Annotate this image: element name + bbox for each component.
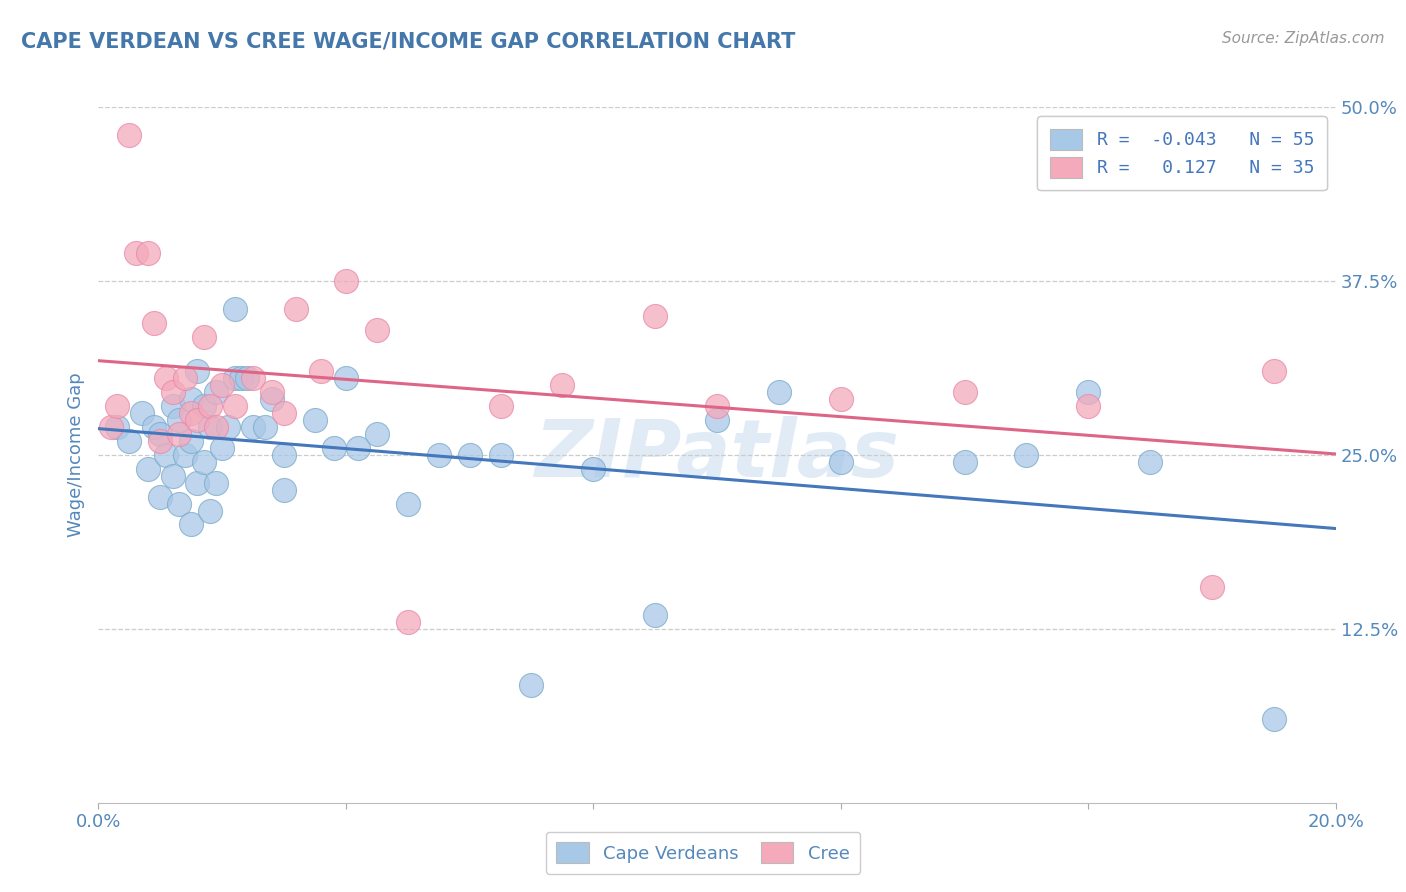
Point <box>205 420 228 434</box>
Point <box>186 364 208 378</box>
Point <box>211 378 233 392</box>
Point <box>1015 448 1038 462</box>
Point <box>489 448 512 462</box>
Point <box>105 420 128 434</box>
Point <box>229 371 252 385</box>
Text: ZIPatlas: ZIPatlas <box>534 416 900 494</box>
Point <box>211 441 233 455</box>
Point <box>1263 712 1285 726</box>
Point <box>830 392 852 407</box>
Point <box>167 497 190 511</box>
Point <box>205 385 228 400</box>
Point <box>118 128 141 142</box>
Point <box>551 378 574 392</box>
Point <box>582 462 605 476</box>
Point <box>242 371 264 385</box>
Point <box>167 413 190 427</box>
Point <box>953 385 976 400</box>
Point <box>180 434 202 448</box>
Point <box>953 455 976 469</box>
Point <box>396 615 419 629</box>
Point <box>136 462 159 476</box>
Point <box>242 420 264 434</box>
Point <box>366 323 388 337</box>
Point <box>205 475 228 490</box>
Point <box>124 246 146 260</box>
Point <box>162 399 184 413</box>
Point <box>309 364 332 378</box>
Point <box>1077 399 1099 413</box>
Point <box>304 413 326 427</box>
Point <box>335 274 357 288</box>
Point <box>427 448 450 462</box>
Point <box>335 371 357 385</box>
Point <box>162 468 184 483</box>
Point <box>489 399 512 413</box>
Point <box>322 441 344 455</box>
Point <box>1263 364 1285 378</box>
Point <box>273 448 295 462</box>
Y-axis label: Wage/Income Gap: Wage/Income Gap <box>66 373 84 537</box>
Point <box>260 392 283 407</box>
Point <box>193 329 215 343</box>
Point <box>155 371 177 385</box>
Point <box>143 316 166 330</box>
Point <box>273 406 295 420</box>
Point <box>193 455 215 469</box>
Point <box>644 309 666 323</box>
Point <box>260 385 283 400</box>
Point <box>186 475 208 490</box>
Point <box>224 399 246 413</box>
Point <box>366 427 388 442</box>
Point <box>131 406 153 420</box>
Point <box>706 399 728 413</box>
Point <box>224 371 246 385</box>
Point <box>273 483 295 497</box>
Point <box>174 371 197 385</box>
Point <box>198 420 221 434</box>
Point <box>768 385 790 400</box>
Point <box>100 420 122 434</box>
Point <box>1201 580 1223 594</box>
Point <box>149 490 172 504</box>
Point <box>174 448 197 462</box>
Point <box>180 517 202 532</box>
Point <box>1139 455 1161 469</box>
Point <box>830 455 852 469</box>
Legend: Cape Verdeans, Cree: Cape Verdeans, Cree <box>546 831 860 874</box>
Point <box>105 399 128 413</box>
Point <box>347 441 370 455</box>
Point <box>236 371 259 385</box>
Point <box>149 434 172 448</box>
Point <box>224 301 246 316</box>
Point <box>143 420 166 434</box>
Point <box>520 677 543 691</box>
Point <box>193 399 215 413</box>
Point <box>136 246 159 260</box>
Point <box>254 420 277 434</box>
Point <box>162 385 184 400</box>
Legend: R =  -0.043   N = 55, R =   0.127   N = 35: R = -0.043 N = 55, R = 0.127 N = 35 <box>1038 116 1327 190</box>
Point <box>118 434 141 448</box>
Point <box>285 301 308 316</box>
Point <box>198 503 221 517</box>
Text: Source: ZipAtlas.com: Source: ZipAtlas.com <box>1222 31 1385 46</box>
Point <box>186 413 208 427</box>
Point <box>644 607 666 622</box>
Point <box>149 427 172 442</box>
Point <box>155 448 177 462</box>
Point <box>458 448 481 462</box>
Point <box>180 392 202 407</box>
Point <box>396 497 419 511</box>
Point <box>1077 385 1099 400</box>
Point <box>198 399 221 413</box>
Point <box>706 413 728 427</box>
Point <box>217 420 239 434</box>
Point <box>167 427 190 442</box>
Text: CAPE VERDEAN VS CREE WAGE/INCOME GAP CORRELATION CHART: CAPE VERDEAN VS CREE WAGE/INCOME GAP COR… <box>21 31 796 51</box>
Point <box>180 406 202 420</box>
